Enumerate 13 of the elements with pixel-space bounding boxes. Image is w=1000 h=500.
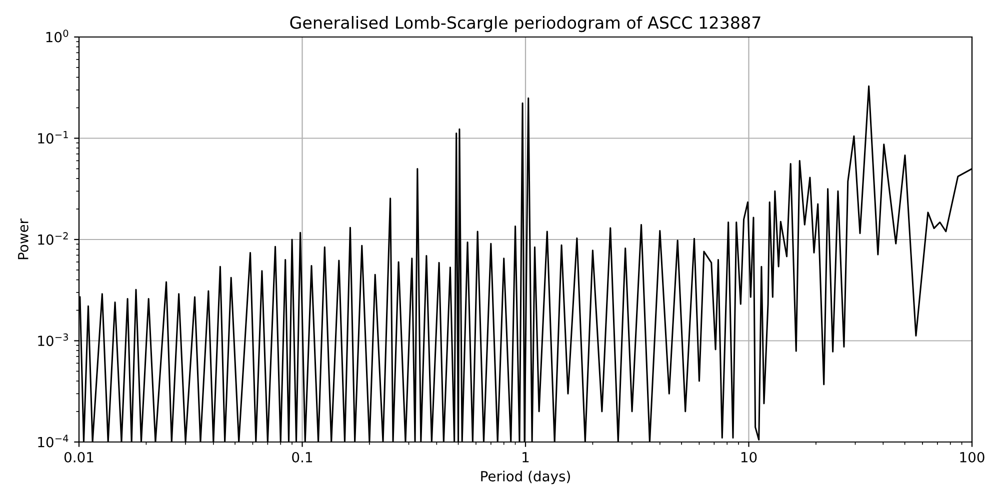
x-tick-label: 0.01 [64,452,94,462]
y-axis-title: Power [18,218,28,260]
chart-title: Generalised Lomb-Scargle periodogram of ASCC 123887 [290,16,760,32]
y-tick-label: 10$^{−3}$ [38,333,68,346]
y-tick-label: 10$^{−2}$ [38,232,68,245]
x-tick-label: 100 [960,452,984,462]
x-tick-label: 1 [522,452,529,462]
x-tick-label: 10 [741,452,757,462]
x-axis-title: Period (days) [481,470,570,484]
y-tick-label: 10$^{−1}$ [38,131,68,144]
y-tick-label: 10$^{0}$ [46,30,68,42]
y-tick-label: 10$^{−4}$ [38,434,68,448]
x-tick-label: 0.1 [292,452,312,462]
